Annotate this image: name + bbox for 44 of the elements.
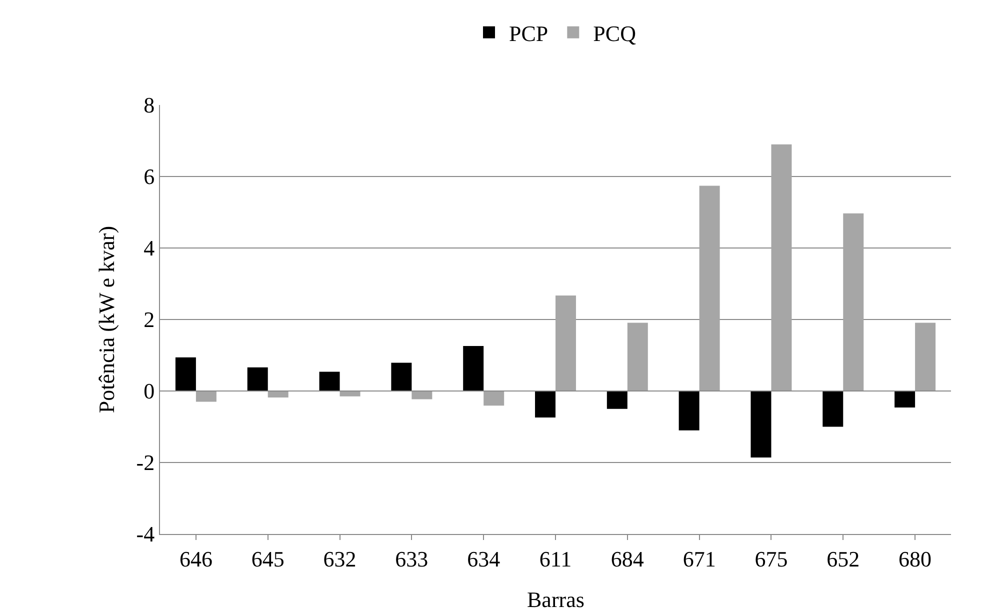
y-tick-label: -2 (136, 450, 155, 476)
bar (678, 391, 700, 430)
bar (484, 391, 504, 406)
bar (822, 391, 844, 427)
y-tick-label: 6 (144, 164, 155, 190)
bar (463, 346, 484, 391)
bar (412, 391, 432, 400)
x-tick-label: 671 (682, 546, 716, 572)
x-tick-label: 680 (898, 546, 932, 572)
x-tick-label: 633 (395, 546, 428, 572)
bar (843, 213, 864, 391)
y-tick-label: 0 (144, 378, 155, 404)
bar (391, 362, 412, 391)
x-tick-label: 632 (323, 546, 356, 572)
y-tick-label: 8 (144, 92, 155, 118)
y-tick-label: 4 (144, 236, 155, 261)
bar (771, 144, 792, 391)
bar (196, 391, 216, 402)
bar (535, 391, 556, 418)
bar (175, 357, 196, 391)
legend-label: PCP (509, 20, 548, 46)
legend-label: PCQ (593, 20, 636, 46)
x-tick-label: 652 (826, 546, 860, 572)
bar (699, 186, 720, 391)
bar (606, 391, 628, 409)
x-tick-label: 634 (467, 546, 500, 572)
y-axis-title: Potência (kW e kvar) (94, 226, 120, 414)
x-axis-title: Barras (527, 587, 584, 609)
bar (750, 391, 772, 458)
bar (894, 391, 916, 408)
bar (319, 372, 340, 391)
y-tick-label: -4 (136, 522, 155, 547)
x-tick-label: 645 (251, 546, 284, 572)
x-tick-label: 646 (179, 546, 212, 572)
bar (556, 296, 576, 391)
x-tick-label: 611 (539, 546, 572, 572)
x-tick-label: 675 (754, 546, 788, 572)
x-tick-label: 684 (610, 546, 644, 572)
bar (247, 367, 268, 391)
bar (268, 391, 288, 398)
bar (340, 391, 360, 396)
bar (627, 322, 648, 391)
y-tick-label: 2 (144, 307, 155, 332)
bar (915, 322, 936, 391)
